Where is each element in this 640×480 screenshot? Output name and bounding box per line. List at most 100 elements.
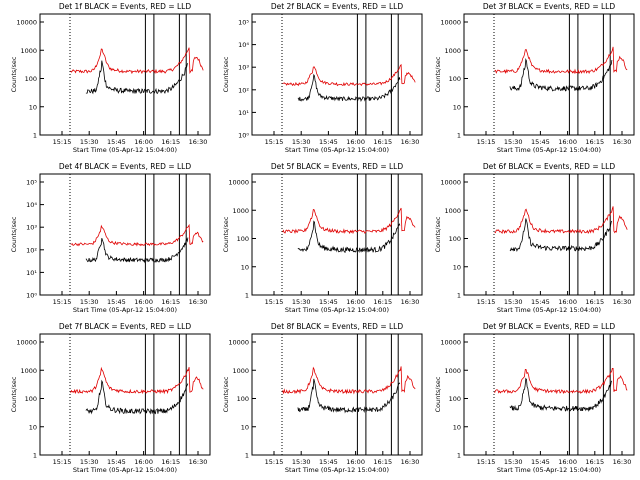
chart-panel-6: Det 6f BLACK = Events, RED = LLD 1 10 100 10… [434, 162, 635, 314]
x-tick-label: 16:30 [401, 298, 420, 306]
x-tick-label: 15:30 [80, 298, 99, 306]
lld-series-line [70, 47, 204, 75]
x-axis-label: Start Time (05-Apr-12 15:04:00) [73, 466, 177, 474]
y-tick-label: 1 [457, 132, 461, 140]
x-tick-label: 16:15 [161, 298, 180, 306]
x-tick-label: 16:15 [161, 138, 180, 146]
lld-series-line [282, 207, 416, 235]
y-tick-label: 10³ [238, 64, 249, 72]
x-tick-label: 16:15 [585, 298, 604, 306]
x-tick-label: 16:00 [558, 458, 577, 466]
plot-frame [251, 333, 423, 456]
x-tick-label: 16:00 [134, 138, 153, 146]
x-tick-label: 16:15 [161, 458, 180, 466]
events-series-line [509, 377, 613, 412]
chart-panel-8: Det 8f BLACK = Events, RED = LLD 1 10 100 10… [222, 322, 423, 474]
x-tick-label: 16:15 [373, 298, 392, 306]
y-tick-label: 1000 [444, 207, 461, 215]
y-tick-label: 1000 [20, 47, 37, 55]
y-tick-label: 10 [29, 423, 37, 431]
x-tick-label: 15:45 [319, 458, 338, 466]
y-tick-label: 10⁵ [238, 19, 249, 27]
events-series-line [297, 73, 401, 102]
y-tick-label: 100 [449, 235, 461, 243]
y-tick-label: 100 [25, 395, 37, 403]
x-tick-label: 16:30 [613, 458, 632, 466]
chart-title: Det 9f BLACK = Events, RED = LLD [483, 322, 616, 331]
y-tick-label: 100 [25, 75, 37, 83]
lld-series-line [494, 46, 628, 75]
x-tick-label: 16:00 [346, 138, 365, 146]
x-tick-label: 15:15 [53, 458, 72, 466]
y-tick-label: 10⁰ [26, 292, 37, 300]
y-axis-label: Counts/sec [434, 56, 442, 92]
plot-frame [39, 13, 211, 136]
x-tick-label: 15:15 [53, 138, 72, 146]
y-tick-label: 1 [457, 292, 461, 300]
plot-frame [463, 333, 635, 456]
y-tick-label: 10⁰ [238, 132, 249, 140]
x-tick-label: 15:15 [53, 298, 72, 306]
y-axis-label: Counts/sec [222, 376, 230, 412]
x-tick-label: 16:30 [189, 298, 208, 306]
y-tick-label: 10000 [16, 19, 37, 27]
lld-series-line [70, 366, 204, 395]
lld-series-line [494, 206, 628, 235]
y-axis-label: Counts/sec [10, 56, 18, 92]
y-tick-label: 10¹ [26, 269, 37, 277]
y-axis-label: Counts/sec [10, 216, 18, 252]
x-tick-label: 15:45 [531, 138, 550, 146]
y-tick-label: 1000 [232, 207, 249, 215]
y-tick-label: 10 [453, 423, 461, 431]
x-tick-label: 16:15 [585, 458, 604, 466]
x-tick-label: 16:15 [373, 138, 392, 146]
y-tick-label: 1000 [444, 367, 461, 375]
y-tick-label: 1000 [20, 367, 37, 375]
y-axis-label: Counts/sec [222, 216, 230, 252]
y-tick-label: 10 [453, 263, 461, 271]
y-tick-label: 100 [237, 395, 249, 403]
chart-title: Det 6f BLACK = Events, RED = LLD [483, 162, 616, 171]
y-tick-label: 10000 [440, 339, 461, 347]
y-tick-label: 1000 [232, 367, 249, 375]
y-tick-label: 10⁵ [26, 179, 37, 187]
events-series-line [297, 220, 401, 254]
x-tick-label: 15:45 [531, 458, 550, 466]
x-tick-label: 15:45 [319, 138, 338, 146]
x-tick-label: 16:00 [134, 298, 153, 306]
x-tick-label: 15:30 [80, 138, 99, 146]
x-tick-label: 15:30 [504, 458, 523, 466]
x-axis-label: Start Time (05-Apr-12 15:04:00) [285, 146, 389, 154]
x-tick-label: 15:45 [107, 458, 126, 466]
events-series-line [85, 237, 189, 264]
y-tick-label: 10² [26, 246, 37, 254]
x-tick-label: 15:30 [80, 458, 99, 466]
x-tick-label: 15:30 [504, 138, 523, 146]
events-series-line [85, 379, 189, 415]
chart-title: Det 4f BLACK = Events, RED = LLD [59, 162, 192, 171]
lld-series-line [282, 63, 416, 87]
x-axis-label: Start Time (05-Apr-12 15:04:00) [497, 306, 601, 314]
chart-panel-2: Det 2f BLACK = Events, RED = LLD 10⁰ 10¹ 10… [222, 2, 423, 154]
y-tick-label: 10 [29, 103, 37, 111]
x-tick-label: 15:30 [292, 298, 311, 306]
y-tick-label: 100 [237, 235, 249, 243]
y-tick-label: 10¹ [238, 109, 249, 117]
chart-panel-7: Det 7f BLACK = Events, RED = LLD 1 10 100 10… [10, 322, 211, 474]
chart-panel-4: Det 4f BLACK = Events, RED = LLD 10⁰ 10¹ 10… [10, 162, 211, 314]
x-tick-label: 15:45 [531, 298, 550, 306]
x-tick-label: 15:15 [477, 298, 496, 306]
plot-frame [39, 173, 211, 296]
x-tick-label: 15:45 [107, 138, 126, 146]
x-tick-label: 16:15 [585, 138, 604, 146]
x-tick-label: 15:15 [265, 138, 284, 146]
x-tick-label: 16:30 [401, 138, 420, 146]
plot-frame [39, 333, 211, 456]
y-tick-label: 10⁴ [26, 201, 37, 209]
y-tick-label: 100 [449, 75, 461, 83]
y-tick-label: 10⁴ [238, 41, 249, 49]
chart-title: Det 2f BLACK = Events, RED = LLD [271, 2, 404, 11]
x-axis-label: Start Time (05-Apr-12 15:04:00) [285, 466, 389, 474]
chart-panel-5: Det 5f BLACK = Events, RED = LLD 1 10 100 10… [222, 162, 423, 314]
